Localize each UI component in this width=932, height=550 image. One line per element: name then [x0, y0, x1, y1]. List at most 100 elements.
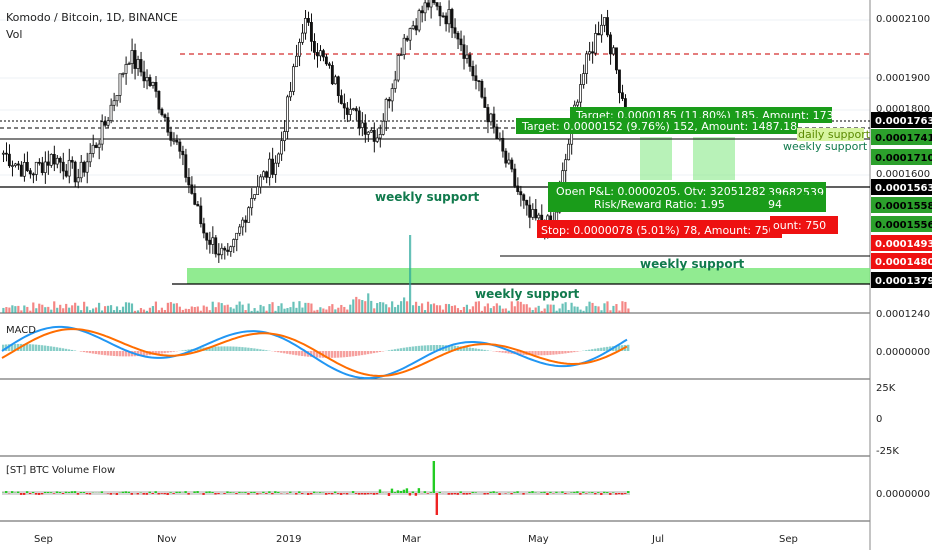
volume-bar: [426, 301, 430, 313]
candle-body: [309, 22, 313, 42]
volume-flow-bar: [247, 493, 250, 495]
volume-bar: [385, 304, 388, 313]
volume-flow-bar: [79, 492, 83, 493]
volume-flow-bar: [357, 493, 361, 495]
volume-flow-bar: [58, 492, 62, 493]
volume-flow-bar: [265, 493, 268, 494]
volume-flow-bar: [25, 491, 29, 493]
volume-bar: [621, 301, 624, 313]
candle-body: [600, 24, 603, 36]
macd-histogram-bar: [408, 346, 412, 351]
price-tags: 0.0001763 0.0001741 0.0001710 0.0001563 0.00…: [871, 112, 932, 288]
volume-flow-bar: [597, 492, 600, 493]
volume-flow-bar: [492, 491, 495, 493]
volume-bar: [474, 301, 477, 313]
volume-flow-bar: [510, 493, 513, 495]
candle-body: [489, 113, 493, 123]
volume-bar: [121, 306, 125, 313]
volume-flow-bar: [351, 491, 355, 493]
candle-body: [16, 163, 20, 166]
volume-bar: [582, 310, 585, 313]
volume-bar: [322, 308, 325, 313]
price-tag-label: 0.0001763: [875, 116, 932, 127]
volume-flow-bar: [295, 493, 298, 495]
candle-body: [154, 82, 158, 92]
volume-bar: [373, 308, 376, 313]
volume-bar: [193, 307, 196, 313]
macd-histogram-bar: [97, 351, 101, 355]
volume-bar: [624, 301, 627, 313]
macd-histogram-bar: [316, 351, 319, 358]
macd-histogram-bar: [369, 351, 373, 354]
macd-histogram-bar: [256, 348, 259, 351]
macd-histogram-bar: [618, 345, 621, 351]
volume-bar: [169, 302, 172, 313]
volume-bar: [567, 309, 570, 313]
target-lower-box[interactable]: [516, 118, 798, 134]
macd-histogram-bar: [519, 351, 522, 355]
candle-body: [567, 143, 571, 161]
macd-line: [1, 325, 628, 380]
volume-flow-bar: [327, 493, 331, 494]
volume-flow-bar: [363, 493, 367, 495]
price-tag-label: 0.0001710: [875, 153, 932, 164]
volume-bar: [38, 303, 41, 313]
volume-bar: [364, 301, 367, 313]
time-label: Sep: [34, 534, 53, 545]
rr-box[interactable]: [548, 195, 826, 212]
candle-body: [37, 161, 41, 164]
macd-histogram-bar: [600, 347, 603, 351]
macd-histogram-bar: [585, 350, 588, 351]
macd-histogram-bar: [214, 346, 217, 351]
volume-bar: [259, 304, 262, 313]
candle-body: [241, 219, 245, 228]
volume-flow-bar: [67, 492, 71, 493]
candle-body: [124, 64, 128, 74]
volume-flow-bar: [450, 493, 453, 495]
open-pl-box[interactable]: [548, 182, 826, 199]
volume-bar: [44, 307, 47, 313]
candle-body: [112, 100, 116, 106]
volume-bar: [543, 308, 546, 313]
volume-bar: [429, 304, 433, 313]
volume-flow-bar: [172, 493, 175, 494]
candle-body: [25, 162, 29, 172]
macd-histogram-bar: [354, 351, 358, 356]
volume-flow-bar: [193, 491, 196, 493]
volume-flow-bar: [217, 493, 220, 495]
volume-bar: [397, 304, 400, 313]
price-tick: 0.0002100: [876, 14, 930, 25]
macd-histogram-bar: [540, 351, 543, 356]
candle-body: [4, 152, 8, 155]
candle-body: [333, 76, 337, 85]
volume-bar: [558, 308, 561, 313]
macd-histogram-bar: [52, 346, 56, 351]
volume-bar: [361, 300, 364, 313]
candle-body: [474, 75, 478, 81]
volume-bar: [459, 310, 463, 313]
volume-flow-bar: [576, 491, 579, 493]
macd-histogram-bar: [342, 351, 346, 358]
macd-histogram-bar: [501, 351, 504, 353]
volume-bar: [286, 308, 289, 313]
volume-flow-bar: [378, 489, 382, 493]
price-tag: [871, 235, 932, 251]
candle-body: [576, 101, 580, 106]
volume-flow-bar: [109, 493, 113, 495]
macd-histogram-bar: [435, 345, 439, 351]
volume-bar: [609, 310, 612, 313]
volume-flow-bar: [474, 492, 477, 493]
volume-flow-bar: [22, 493, 26, 495]
macd-histogram-bar: [576, 351, 579, 352]
volume-flow-bar: [136, 493, 139, 495]
volume-flow-bar: [160, 493, 163, 494]
volume-bar: [576, 306, 579, 313]
weekly-support-label-1: weekly support: [375, 190, 479, 204]
macd-histogram-bar: [28, 344, 32, 351]
volume-bar: [244, 310, 247, 313]
volume-bar: [238, 301, 241, 313]
macd-histogram-bar: [118, 351, 122, 357]
stop-box[interactable]: [537, 220, 782, 238]
volume-bar: [14, 306, 17, 313]
